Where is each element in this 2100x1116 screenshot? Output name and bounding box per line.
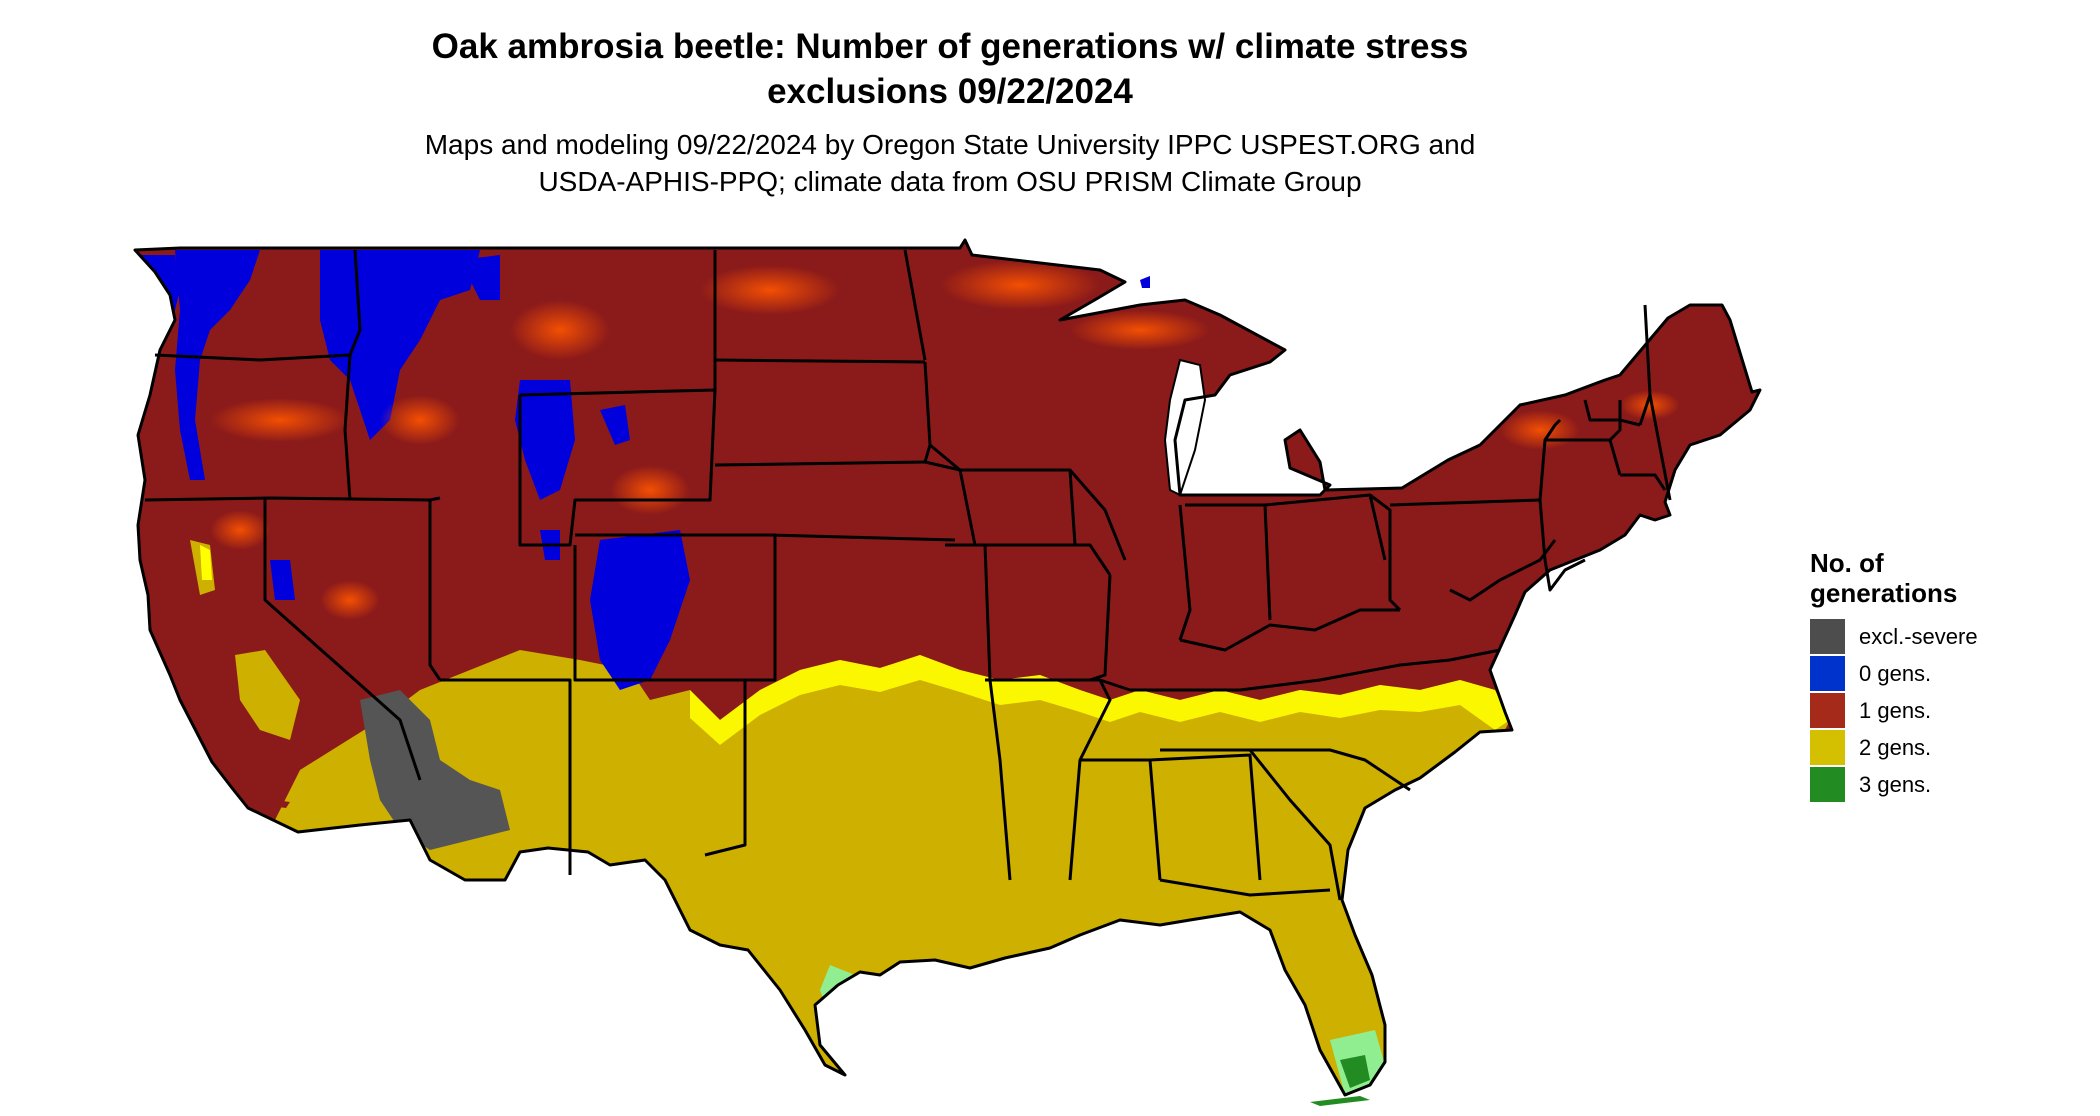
legend-item: excl.-severe	[1810, 618, 2070, 655]
map-subtitle-line1: Maps and modeling 09/22/2024 by Oregon S…	[424, 129, 1476, 160]
legend-item: 3 gens.	[1810, 766, 2070, 803]
legend-item: 1 gens.	[1810, 692, 2070, 729]
legend-label: 0 gens.	[1859, 660, 1932, 686]
legend-swatch	[1810, 619, 1845, 654]
legend-label: excl.-severe	[1859, 623, 1978, 649]
legend-item: 0 gens.	[1810, 655, 2070, 692]
legend-title-line1: No. of	[1810, 548, 1884, 578]
state-borders	[133, 238, 1762, 1097]
legend-item: 2 gens.	[1810, 729, 2070, 766]
legend-swatch	[1810, 693, 1845, 728]
legend: No. of generations excl.-severe 0 gens. …	[1810, 548, 2070, 803]
legend-title-line2: generations	[1810, 578, 1958, 608]
zero-gen-region-northern-rockies	[320, 250, 480, 440]
legend-label: 1 gens.	[1859, 697, 1932, 723]
map-subtitle: Maps and modeling 09/22/2024 by Oregon S…	[300, 126, 1600, 200]
legend-title: No. of generations	[1810, 548, 2070, 608]
one-gen-light-region	[700, 265, 840, 315]
map-title-line2: exclusions 09/22/2024	[767, 72, 1133, 111]
legend-items: excl.-severe 0 gens. 1 gens. 2 gens. 3 g…	[1810, 618, 2070, 803]
map-shading	[135, 240, 1760, 1095]
zero-gen-region-wyoming	[515, 380, 575, 500]
legend-label: 3 gens.	[1859, 771, 1932, 797]
two-gen-light-band	[690, 655, 1510, 745]
map-subtitle-line2: USDA-APHIS-PPQ; climate data from OSU PR…	[538, 166, 1362, 197]
legend-label: 2 gens.	[1859, 734, 1932, 760]
excluded-region	[360, 690, 510, 850]
zero-gen-region-colorado	[590, 530, 690, 690]
legend-swatch	[1810, 767, 1845, 802]
legend-swatch	[1810, 730, 1845, 765]
map-title: Oak ambrosia beetle: Number of generatio…	[300, 24, 1600, 114]
map-title-line1: Oak ambrosia beetle: Number of generatio…	[431, 27, 1469, 66]
legend-swatch	[1810, 656, 1845, 691]
